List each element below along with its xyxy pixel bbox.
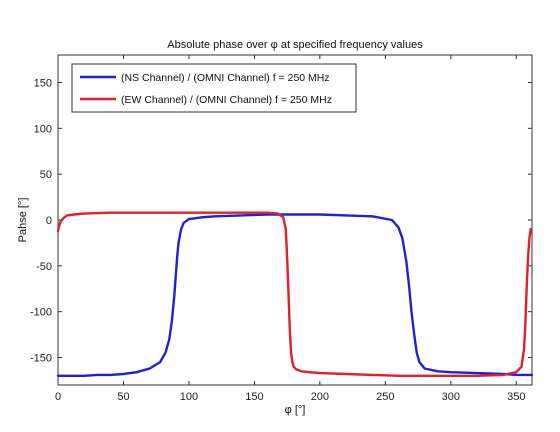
- series-lines: [56, 211, 534, 377]
- y-tick-label: -50: [36, 261, 52, 273]
- y-tick-label: 50: [40, 169, 52, 181]
- y-axis-label: Pahse [°]: [17, 198, 29, 243]
- y-tick-label: -150: [30, 353, 52, 365]
- x-axis-label: φ [°]: [285, 404, 306, 416]
- x-tick-label: 50: [117, 391, 129, 403]
- legend-box: [71, 63, 357, 113]
- x-tick-label: 350: [507, 391, 525, 403]
- x-tick-label: 300: [442, 391, 460, 403]
- y-tick-label: 100: [34, 123, 52, 135]
- x-tick-label: 150: [245, 391, 263, 403]
- x-tick-label: 0: [55, 391, 61, 403]
- x-tick-label: 250: [376, 391, 394, 403]
- series-line-2: [56, 211, 532, 377]
- x-tick-label: 100: [180, 391, 198, 403]
- x-axis: 0 50 100 150 200 250 300 350: [55, 55, 525, 403]
- x-tick-label: 200: [311, 391, 329, 403]
- y-axis: -150 -100 -50 0 50 100 150: [30, 78, 532, 365]
- y-tick-label: 150: [34, 78, 52, 90]
- legend: (NS Channel) / (OMNI Channel) f = 250 MH…: [71, 63, 357, 113]
- series-line-1: [56, 213, 534, 377]
- y-tick-label: -100: [30, 307, 52, 319]
- legend-entry-1: (NS Channel) / (OMNI Channel) f = 250 MH…: [121, 72, 330, 84]
- chart-title: Absolute phase over φ at specified frequ…: [167, 39, 423, 51]
- y-tick-label: 0: [46, 215, 52, 227]
- legend-entry-2: (EW Channel) / (OMNI Channel) f = 250 MH…: [121, 94, 332, 106]
